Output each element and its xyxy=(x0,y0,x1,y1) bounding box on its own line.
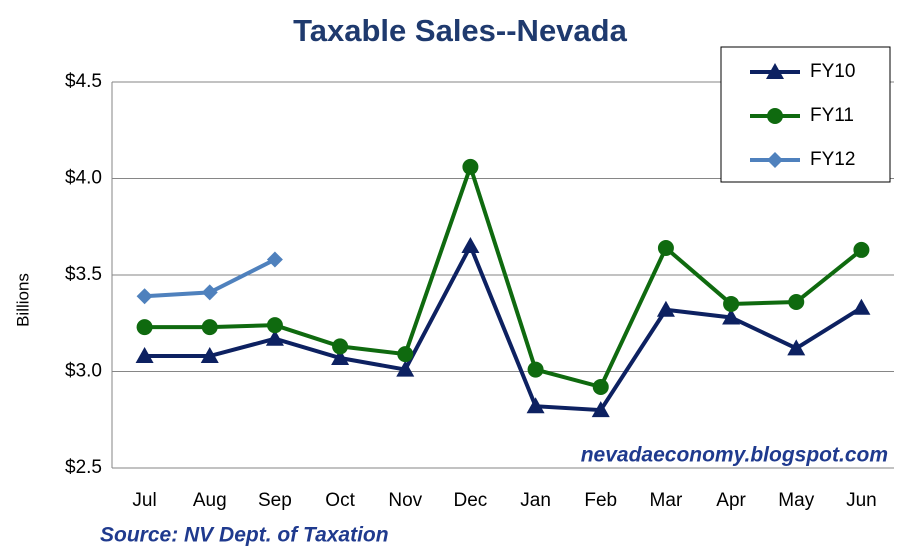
data-point xyxy=(265,329,284,346)
x-tick-label: Jul xyxy=(132,490,156,511)
data-point xyxy=(656,300,675,317)
data-point xyxy=(723,295,740,312)
data-point xyxy=(396,360,415,377)
series-line xyxy=(144,160,863,390)
data-point xyxy=(135,347,154,364)
data-point xyxy=(136,288,153,305)
legend-marker xyxy=(766,63,784,79)
data-point xyxy=(266,251,283,268)
data-point xyxy=(853,241,870,258)
y-axis-label: Billions xyxy=(13,273,32,327)
x-tick-label: Jun xyxy=(846,490,877,511)
data-point xyxy=(852,298,871,315)
x-tick-label: Aug xyxy=(193,490,227,511)
y-tick-label: $4.0 xyxy=(65,168,102,189)
data-point xyxy=(787,339,806,356)
data-point xyxy=(201,319,218,336)
data-point xyxy=(722,308,741,325)
legend-label: FY12 xyxy=(810,149,855,170)
y-tick-label: $3.0 xyxy=(65,361,102,382)
y-tick-label: $2.5 xyxy=(65,457,102,478)
x-tick-label: Oct xyxy=(325,490,355,511)
x-tick-label: Jan xyxy=(520,490,551,511)
chart-title: Taxable Sales--Nevada xyxy=(293,13,627,48)
data-point xyxy=(461,237,480,254)
x-tick-label: Sep xyxy=(258,490,292,511)
data-point xyxy=(592,378,609,395)
y-tick-label: $3.5 xyxy=(65,264,102,285)
x-tick-label: Feb xyxy=(584,490,617,511)
legend-box xyxy=(720,46,891,183)
data-point xyxy=(527,361,544,378)
legend-label: FY11 xyxy=(810,105,854,126)
x-tick-label: May xyxy=(778,490,814,511)
data-point xyxy=(266,317,283,334)
legend-label: FY10 xyxy=(810,61,855,82)
data-point xyxy=(200,347,219,364)
x-tick-label: Mar xyxy=(650,490,683,511)
series-line xyxy=(144,241,863,413)
data-point xyxy=(657,239,674,256)
x-tick-label: Nov xyxy=(388,490,422,511)
watermark: nevadaeconomy.blogspot.com xyxy=(581,444,888,467)
legend-marker xyxy=(767,152,783,168)
data-point xyxy=(331,348,350,365)
y-tick-label: $4.5 xyxy=(65,71,102,92)
data-point xyxy=(526,397,545,414)
legend: FY10 FY11 FY12 xyxy=(720,46,891,183)
data-point xyxy=(332,338,349,355)
data-point xyxy=(591,401,610,418)
x-tick-label: Apr xyxy=(716,490,746,511)
data-point xyxy=(201,284,218,301)
data-point xyxy=(397,346,414,363)
data-point xyxy=(462,158,479,175)
source-note: Source: NV Dept. of Taxation xyxy=(100,524,389,547)
x-tick-label: Dec xyxy=(454,490,488,511)
data-point xyxy=(788,294,805,311)
legend-marker xyxy=(767,108,783,124)
data-point xyxy=(136,319,153,336)
